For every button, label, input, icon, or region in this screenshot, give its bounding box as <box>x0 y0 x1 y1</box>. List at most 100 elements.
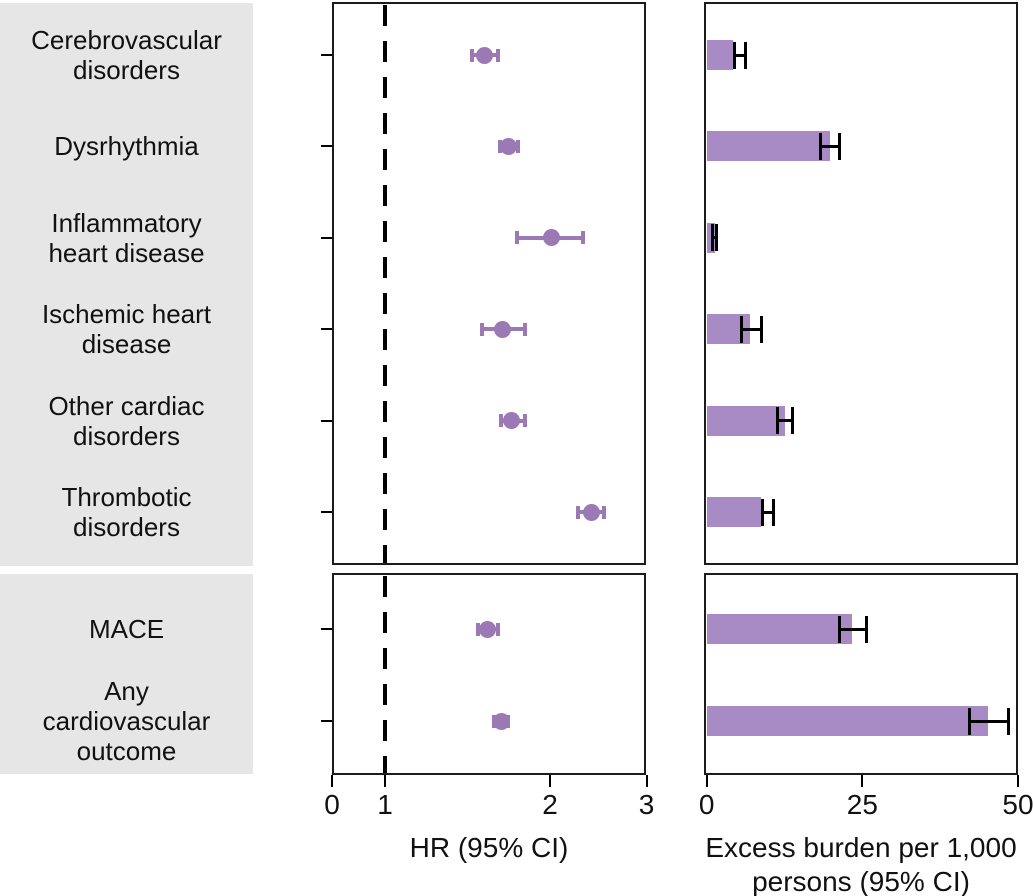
burden-error-line <box>839 627 867 631</box>
burden-error-cap-high <box>1007 707 1011 735</box>
hr-ci-cap-high <box>516 139 521 153</box>
x-axis-tick <box>549 775 551 787</box>
category-label-line: disorders <box>73 512 180 542</box>
hr-point <box>502 412 520 430</box>
burden-panel-composite <box>704 2 1018 565</box>
x-tick-label: 0 <box>324 789 340 820</box>
burden-bar <box>706 131 830 162</box>
category-label-line: disorders <box>73 420 180 451</box>
hr-point <box>476 46 494 64</box>
hr-point <box>542 229 560 247</box>
burden-axis-title: Excess burden per 1,000 persons (95% CI) <box>689 831 1033 896</box>
category-label-line: heart disease <box>48 237 205 268</box>
burden-error-line <box>777 419 793 423</box>
category-label-line: Cerebrovascular <box>31 25 222 55</box>
burden-axis-title-line1: Excess burden per 1,000 <box>705 832 1017 863</box>
burden-error-cap-high <box>772 498 776 526</box>
burden-error-cap-low <box>761 498 765 526</box>
burden-error-cap-high <box>759 315 763 343</box>
hr-ci-cap-high <box>602 505 607 519</box>
hr-ci-cap-low <box>497 139 502 153</box>
burden-error-cap-high <box>791 407 795 435</box>
category-label-line: Inflammatory <box>51 207 202 238</box>
burden-bar <box>706 40 734 70</box>
burden-bar <box>706 614 852 644</box>
burden-error-cap-low <box>710 224 714 252</box>
x-axis-tick <box>331 775 333 787</box>
burden-error-cap-low <box>733 41 737 69</box>
category-label-box-summary <box>0 574 253 774</box>
hr-ci-cap-high <box>581 231 586 245</box>
category-label: MACE <box>0 614 253 644</box>
burden-error-cap-high <box>743 41 747 69</box>
y-axis-tick <box>321 145 332 148</box>
burden-error-cap-high <box>715 224 719 252</box>
category-label-line: Dysrhythmia <box>54 131 199 162</box>
burden-error-cap-low <box>818 132 822 160</box>
hr-ci-cap-low <box>576 505 581 519</box>
burden-error-line <box>734 53 746 57</box>
hr-ci-cap-low <box>476 622 481 636</box>
x-axis-tick <box>861 775 864 787</box>
category-label: Cerebrovascular disorders <box>0 25 253 85</box>
x-tick-label: 3 <box>638 789 655 820</box>
x-axis-tick <box>705 775 708 787</box>
hr-point <box>494 320 512 338</box>
burden-bar <box>706 706 989 736</box>
hr-ci-cap-high <box>522 322 527 336</box>
burden-error-line <box>969 719 1009 723</box>
burden-error-line <box>741 327 762 331</box>
hr-ci-cap-high <box>496 622 501 636</box>
category-label-line: Ischemic heart <box>41 299 212 330</box>
category-label-line: disease <box>81 329 172 360</box>
hr-ci-cap-low <box>499 414 504 428</box>
hr-point <box>479 620 497 638</box>
hr-axis-title: HR (95% CI) <box>409 832 569 863</box>
x-tick-label: 50 <box>1002 789 1033 820</box>
burden-error-cap-low <box>838 615 842 643</box>
hr-point <box>499 137 517 155</box>
y-axis-tick <box>321 628 332 630</box>
hr-ci-cap-low <box>479 322 484 336</box>
category-label: Any cardiovascular outcome <box>0 676 253 766</box>
hr-ci-cap-high <box>496 48 501 62</box>
hr-ci-cap-high <box>522 414 527 428</box>
burden-error-line <box>820 144 840 148</box>
x-tick-label: 2 <box>542 789 558 820</box>
burden-axis-title-line2: persons (95% CI) <box>752 866 970 896</box>
hr-point <box>492 712 510 730</box>
y-axis-tick <box>321 54 332 56</box>
category-label-line: Any <box>104 676 149 706</box>
category-label-line: disorders <box>73 55 180 85</box>
burden-panel-summary <box>704 573 1018 775</box>
category-label: Other cardiac disorders <box>0 391 253 451</box>
category-label: Dysrhythmia <box>0 131 253 161</box>
burden-bar <box>706 497 762 527</box>
y-axis-tick <box>321 236 332 239</box>
hr-reference-line <box>383 576 387 773</box>
category-label: Ischemic heart disease <box>0 299 253 359</box>
burden-error-cap-low <box>967 707 971 735</box>
burden-error-cap-low <box>740 315 744 343</box>
hr-reference-line <box>383 5 387 563</box>
hr-point <box>582 503 600 521</box>
burden-error-line <box>712 236 717 240</box>
burden-bar <box>706 222 715 253</box>
category-label: Thrombotic disorders <box>0 482 253 542</box>
x-tick-label: 0 <box>698 789 715 820</box>
category-label-line: Thrombotic <box>61 482 192 512</box>
category-label: Inflammatory heart disease <box>0 208 253 268</box>
burden-error-cap-low <box>775 407 779 435</box>
burden-bar <box>706 405 785 436</box>
category-label-box-composite <box>0 3 253 566</box>
category-label-line: MACE <box>88 614 165 644</box>
burden-error-cap-high <box>838 132 842 160</box>
x-axis-tick <box>1017 775 1019 787</box>
category-label-line: outcome <box>76 736 177 766</box>
y-axis-tick <box>321 328 332 331</box>
y-axis-tick <box>321 419 332 422</box>
hr-panel-summary <box>332 573 646 775</box>
x-axis-tick <box>645 775 648 787</box>
category-label-line: Other cardiac <box>48 390 205 421</box>
